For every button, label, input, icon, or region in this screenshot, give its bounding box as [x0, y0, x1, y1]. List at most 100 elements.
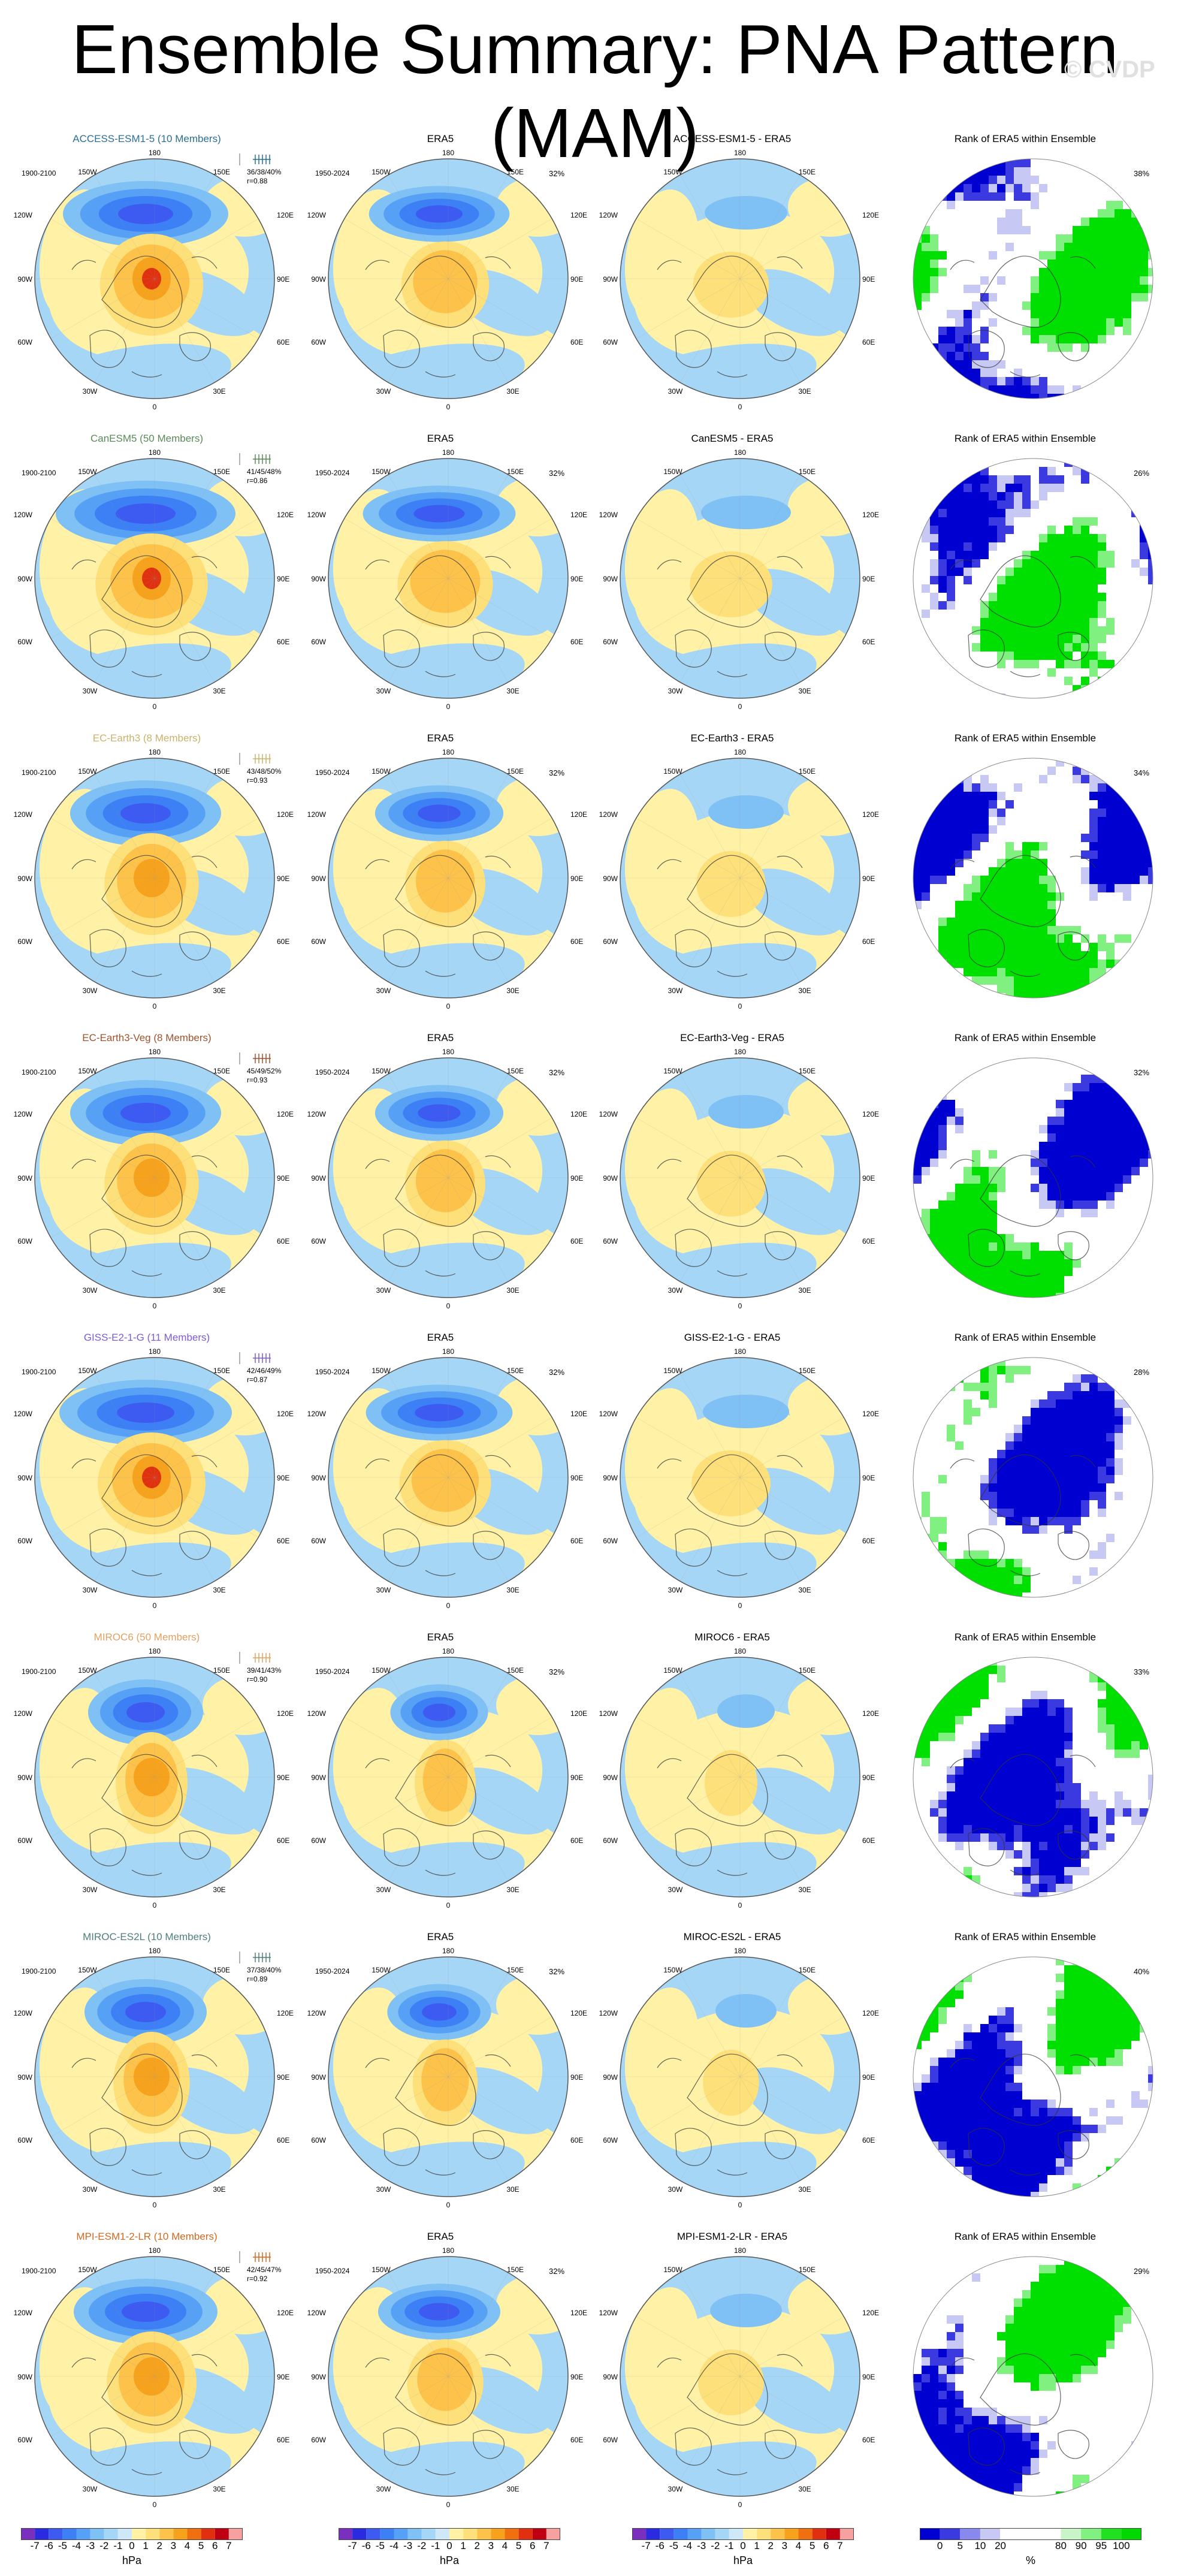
rank-cell	[955, 2416, 964, 2424]
rank-cell	[930, 2357, 938, 2366]
rank-cell	[972, 1150, 980, 1159]
map-lon-label: 60W	[603, 2136, 618, 2144]
rank-cell	[947, 2158, 955, 2167]
difference-panel: 180 0 150W 150E 120W 120E 90W 90E 60W 60E 30W 30E EC…	[585, 1019, 879, 1341]
rank-cell	[947, 551, 955, 559]
rank-cell	[1131, 993, 1140, 998]
rank-cell	[1056, 2340, 1064, 2349]
rank-cell	[980, 1741, 989, 1749]
rank-cell	[1081, 1374, 1089, 1383]
rank-cell	[1031, 1284, 1039, 1293]
rank-cell	[1131, 1724, 1140, 1733]
rank-cell	[1073, 226, 1081, 234]
rank-cell	[1098, 1957, 1106, 1965]
rank-cell	[964, 1293, 972, 1298]
period-label: 1900-2100	[22, 469, 56, 477]
rank-cell	[1056, 559, 1064, 568]
rank-cell	[997, 867, 1005, 876]
rank-cell	[1039, 892, 1047, 901]
rank-cell	[1014, 2324, 1022, 2332]
rank-cell	[1098, 1982, 1106, 1990]
rank-cell	[1022, 1850, 1031, 1859]
rank-cell	[913, 184, 922, 192]
rank-cell	[972, 2141, 980, 2150]
rank-cell	[913, 369, 922, 377]
rank-cell	[1064, 1842, 1073, 1850]
rank-cell	[1073, 2024, 1081, 2032]
map-lon-label: 120W	[14, 1110, 33, 1118]
rank-cell	[947, 1226, 955, 1234]
rank-cell	[972, 2408, 980, 2416]
rank-cell	[938, 509, 947, 517]
rank-cell	[1047, 301, 1056, 310]
rank-cell	[972, 1699, 980, 1708]
rank-cell	[989, 800, 997, 809]
rank-cell	[1115, 1657, 1123, 1666]
rank-cell	[1098, 301, 1106, 310]
rank-cell	[1073, 1184, 1081, 1192]
rank-cell	[1005, 1483, 1014, 1492]
rank-cell	[964, 960, 972, 968]
rank-cell	[972, 934, 980, 943]
rank-cell	[1039, 635, 1047, 643]
rank-cell	[1131, 2091, 1140, 2100]
rank-cell	[1039, 876, 1047, 884]
rank-cell	[947, 568, 955, 576]
coastline	[383, 2427, 420, 2466]
rank-cell	[1056, 584, 1064, 593]
rank-cell	[1148, 1859, 1153, 1867]
colorbar-tick: -1	[113, 2540, 123, 2551]
colorbar-tick: 7	[543, 2540, 549, 2551]
rank-cell	[1131, 1859, 1140, 1867]
rank-cell	[1089, 626, 1098, 635]
polar-map	[913, 1057, 1153, 1298]
rank-cell	[1081, 559, 1089, 568]
rank-cell	[930, 1716, 938, 1724]
map-lon-label: 120W	[14, 2009, 33, 2017]
rank-cell	[1123, 809, 1131, 817]
rank-cell	[1098, 159, 1106, 167]
rank-cell	[1081, 1825, 1089, 1833]
coastline	[657, 1458, 682, 1469]
map-lon-label: 120E	[570, 810, 587, 819]
rank-cell	[1073, 1965, 1081, 1974]
colorbar-swatch	[920, 2528, 940, 2540]
rank-cell	[1073, 251, 1081, 260]
rank-cell	[1081, 584, 1089, 593]
rank-cell	[964, 934, 972, 943]
rank-cell	[1115, 1884, 1123, 1892]
rank-cell	[947, 526, 955, 534]
rank-cell	[972, 352, 980, 360]
rank-cell	[997, 2158, 1005, 2167]
map-lon-label: 120E	[862, 2309, 879, 2317]
coastline	[179, 332, 211, 361]
rank-cell	[1039, 1775, 1047, 1783]
rank-cell	[997, 901, 1005, 909]
rank-cell	[1022, 1800, 1031, 1808]
map-lon-label: 180	[149, 2246, 161, 2255]
rank-cell	[913, 892, 922, 901]
positive-core	[410, 550, 481, 613]
map-lon-label: 0	[446, 1002, 451, 1011]
rank-cell	[938, 850, 947, 859]
map-outline	[328, 1357, 569, 1598]
rank-cell	[1047, 475, 1056, 484]
rank-cell	[1039, 2324, 1047, 2332]
rank-cell	[1064, 2332, 1073, 2340]
rank-cell	[930, 1965, 938, 1974]
rank-cell	[947, 360, 955, 369]
rank-cell	[972, 2150, 980, 2158]
rank-cell	[1047, 668, 1056, 677]
rank-cell	[1056, 1159, 1064, 1167]
rank-cell	[972, 1691, 980, 1699]
rank-cell	[930, 2083, 938, 2091]
rank-cell	[913, 884, 922, 892]
graticule-line	[344, 1117, 552, 1238]
rank-cell	[938, 1657, 947, 1666]
rank-cell	[1089, 985, 1098, 993]
graticule-line	[388, 1972, 509, 2181]
colorbar-tick: 0	[937, 2540, 943, 2551]
rank-cell	[1014, 850, 1022, 859]
rank-cell	[922, 1699, 930, 1708]
